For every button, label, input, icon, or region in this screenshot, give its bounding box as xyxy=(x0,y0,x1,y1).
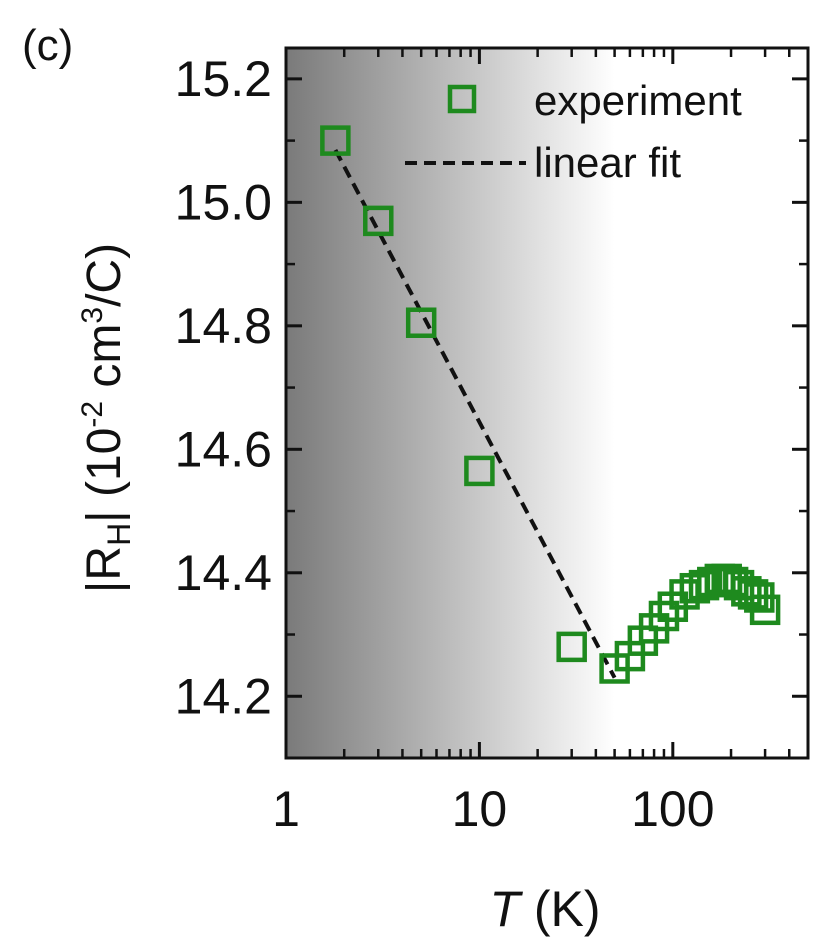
data-point xyxy=(320,125,351,156)
data-point xyxy=(648,600,680,632)
y-axis-label-mid: | (10 xyxy=(78,428,131,523)
data-point xyxy=(464,455,495,487)
x-axis-label: T (K) xyxy=(489,881,600,937)
y-tick-label: 14.6 xyxy=(175,421,272,477)
y-tick-label: 15.2 xyxy=(175,51,272,107)
legend-label-linear-fit: linear fit xyxy=(534,139,681,186)
x-tick-label: 100 xyxy=(631,781,714,837)
data-point xyxy=(363,205,394,237)
data-point xyxy=(749,594,781,626)
y-axis-label-sup2: 3 xyxy=(76,307,109,324)
y-axis-label-mid2: cm xyxy=(78,324,131,401)
panel-label: (c) xyxy=(22,21,73,70)
y-tick-label: 15.0 xyxy=(175,174,272,230)
y-axis-label-prefix: |R xyxy=(78,546,131,593)
y-axis-label: |RH| (10-2 cm3/C) xyxy=(76,243,137,593)
x-tick-label: 1 xyxy=(272,781,300,837)
legend-marker-experiment xyxy=(447,84,477,114)
y-axis-label-sup1: -2 xyxy=(76,401,109,428)
y-tick-label: 14.8 xyxy=(175,298,272,354)
data-point xyxy=(556,631,587,663)
x-tick-label: 10 xyxy=(452,781,508,837)
plot-frame xyxy=(284,46,810,760)
x-axis-label-unit: (K) xyxy=(520,881,601,937)
linear-fit-line xyxy=(333,148,617,679)
data-point xyxy=(405,307,437,338)
y-axis-label-sub: H xyxy=(101,523,137,546)
data-point xyxy=(688,569,720,601)
y-axis-label-suffix: /C) xyxy=(78,243,131,307)
y-tick-label: 14.2 xyxy=(175,668,272,724)
y-tick-label: 14.4 xyxy=(175,545,272,601)
x-axis-label-symbol: T xyxy=(489,881,523,937)
legend-label-experiment: experiment xyxy=(534,77,742,124)
